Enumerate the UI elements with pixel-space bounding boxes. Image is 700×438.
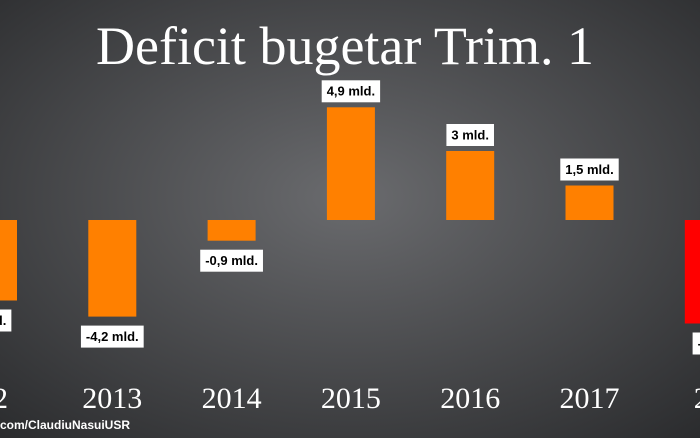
- value-label: 4,9 mld.: [327, 84, 375, 99]
- value-label-box: [692, 332, 700, 355]
- bar: [565, 185, 614, 220]
- bar: [326, 107, 375, 220]
- x-tick-label: 2015: [321, 382, 381, 415]
- x-tick-label: 2014: [202, 382, 262, 415]
- x-tick-label: 12: [0, 382, 8, 415]
- value-label: -4,2 mld.: [86, 329, 139, 344]
- x-tick-label: 20: [694, 382, 700, 415]
- bar: [684, 220, 700, 324]
- value-label-box: [80, 325, 144, 348]
- x-tick-label: 2013: [82, 382, 142, 415]
- source: com/ClaudiuNasuiUSR: [0, 418, 130, 432]
- value-label-box: [446, 124, 494, 146]
- chart-title: Deficit bugetar Trim. 1: [96, 16, 594, 76]
- x-tick-label: 2017: [560, 382, 620, 415]
- x-tick-label: 2016: [440, 382, 500, 415]
- value-label-box: [321, 80, 381, 103]
- bar: [446, 151, 495, 220]
- bar: [0, 220, 17, 301]
- value-label-box: [0, 309, 12, 332]
- value-label: -0,9 mld.: [205, 253, 258, 268]
- bar: [88, 220, 137, 317]
- value-label-box: [200, 249, 263, 272]
- value-label: -4,5: [698, 336, 700, 351]
- bar: [207, 220, 256, 241]
- value-label: mld.: [0, 313, 6, 328]
- value-label: 3 mld.: [451, 127, 489, 142]
- value-label: 1,5 mld.: [565, 162, 613, 177]
- value-label-box: [560, 158, 619, 181]
